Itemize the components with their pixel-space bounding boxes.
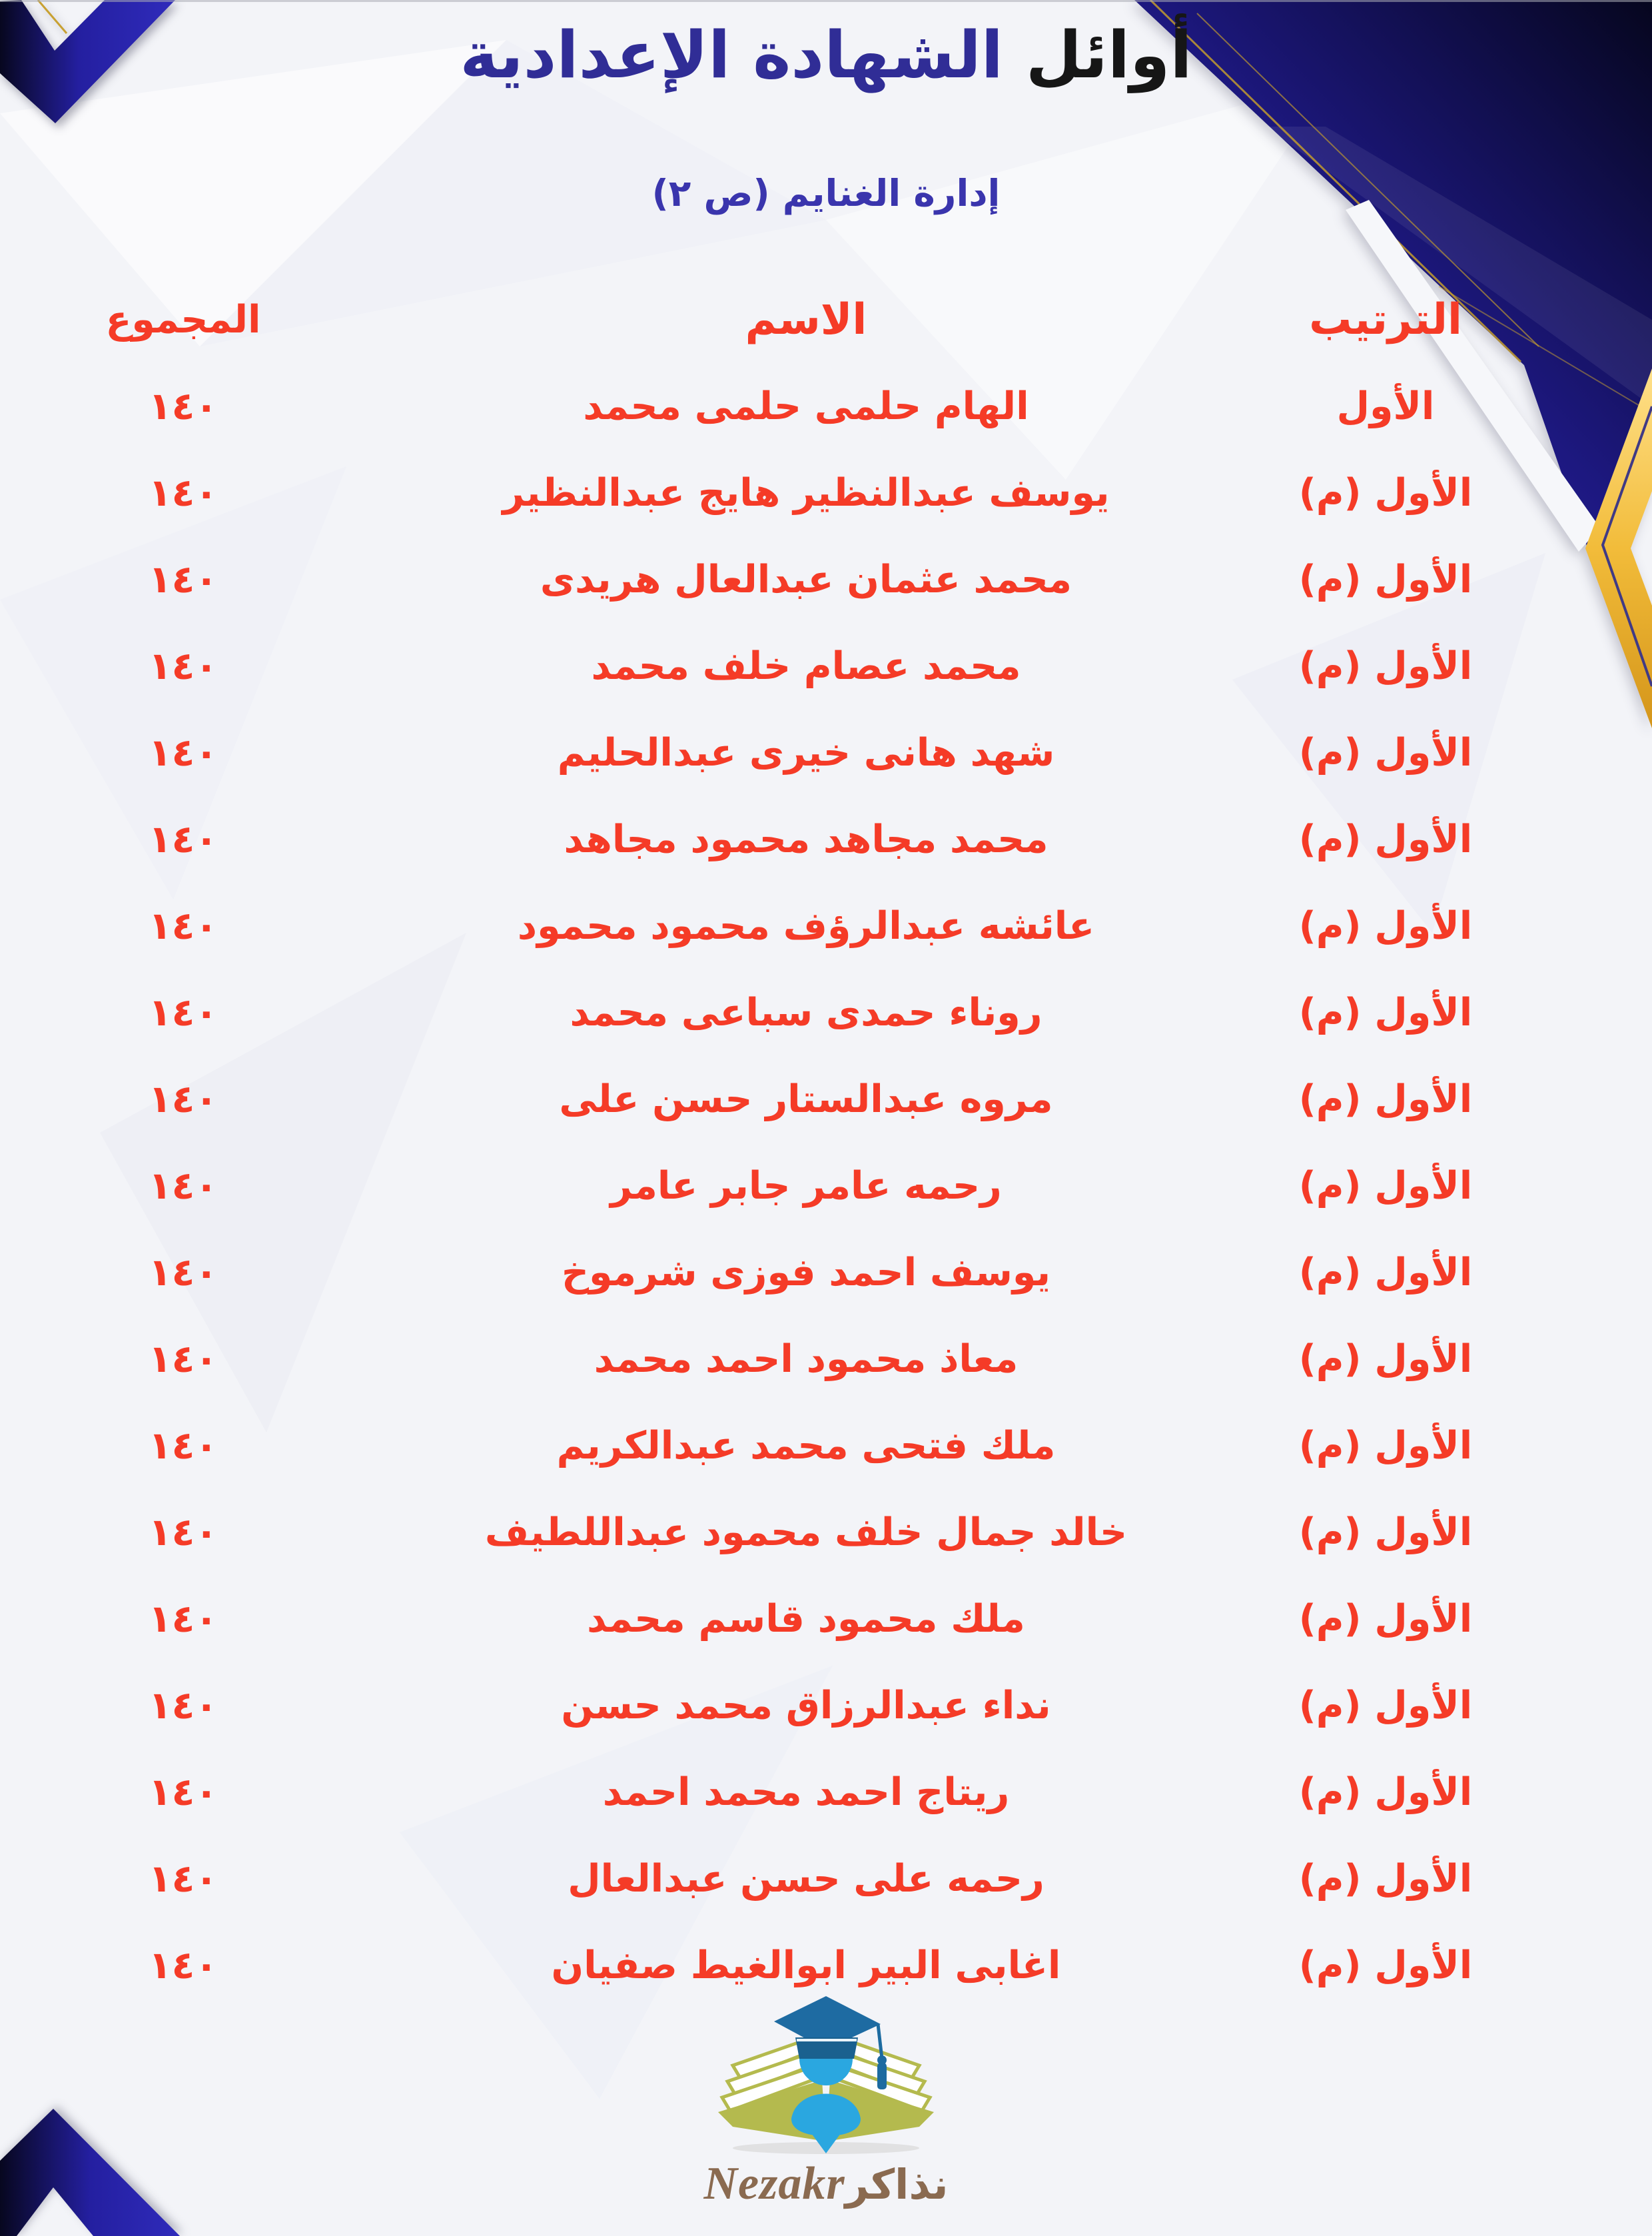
rank-cell: الأول (م) <box>1298 1251 1473 1295</box>
name-cell: محمد عثمان عبدالعال هريدى <box>540 558 1072 602</box>
top-edge-hairline <box>0 0 1652 2</box>
table-row: الأول (م) ملك محمود قاسم محمد ١٤٠ <box>27 1576 1599 1662</box>
table-row: الأول (م) روناء حمدى سباعى محمد ١٤٠ <box>27 969 1599 1056</box>
brand-wordmark: Nezakrنذاكر <box>0 2157 1652 2211</box>
name-cell: عائشه عبدالرؤف محمود محمود <box>517 904 1095 948</box>
page-subtitle: إدارة الغنايم (ص ٢) <box>651 172 1001 215</box>
table-header-row: الترتيب الاسم المجموع <box>27 277 1599 363</box>
name-cell: روناء حمدى سباعى محمد <box>570 991 1042 1035</box>
name-cell: ريتاج احمد محمد احمد <box>602 1770 1010 1814</box>
table-row: الأول (م) عائشه عبدالرؤف محمود محمود ١٤٠ <box>27 883 1599 969</box>
rank-cell: الأول (م) <box>1298 1077 1473 1121</box>
total-cell: ١٤٠ <box>148 1510 218 1554</box>
name-cell: محمد عصام خلف محمد <box>591 644 1021 688</box>
name-cell: رحمه عامر جابر عامر <box>610 1164 1002 1208</box>
rank-cell: الأول (م) <box>1298 558 1473 602</box>
table-row: الأول (م) محمد عثمان عبدالعال هريدى ١٤٠ <box>27 536 1599 623</box>
name-cell: الهام حلمى حلمى محمد <box>583 384 1029 428</box>
table-row: الأول (م) يوسف عبدالنظير هايج عبدالنظير … <box>27 450 1599 536</box>
table-row: الأول (م) اغابى البير ابوالغيط صفيان ١٤٠ <box>27 1922 1599 2009</box>
corner-triangle-top-right <box>1134 0 1652 728</box>
table-row: الأول (م) شهد هانى خيرى عبدالحليم ١٤٠ <box>27 710 1599 796</box>
table-row: الأول (م) مروه عبدالستار حسن على ١٤٠ <box>27 1056 1599 1143</box>
total-cell: ١٤٠ <box>148 644 218 688</box>
column-header-total: المجموع <box>105 298 261 342</box>
brand-logo-icon <box>718 1996 934 2154</box>
rank-cell: الأول (م) <box>1298 1424 1473 1468</box>
graduation-cap-icon <box>774 1996 887 2089</box>
table-row: الأول (م) رحمه على حسن عبدالعال ١٤٠ <box>27 1836 1599 1922</box>
rank-cell: الأول (م) <box>1298 644 1473 688</box>
name-cell: ملك فتحى محمد عبدالكريم <box>556 1424 1056 1468</box>
total-cell: ١٤٠ <box>148 384 218 428</box>
corner-chevron-top-left <box>0 0 175 123</box>
name-cell: اغابى البير ابوالغيط صفيان <box>551 1944 1061 1987</box>
name-cell: خالد جمال خلف محمود عبداللطيف <box>484 1510 1128 1554</box>
total-cell: ١٤٠ <box>148 558 218 602</box>
name-cell: ملك محمود قاسم محمد <box>587 1597 1025 1641</box>
rank-cell: الأول <box>1336 384 1435 428</box>
brand-arabic: نذاكر <box>845 2160 949 2209</box>
total-cell: ١٤٠ <box>148 1164 218 1208</box>
page-title-rest: الشهادة الإعدادية <box>460 17 1004 93</box>
total-cell: ١٤٠ <box>148 1077 218 1121</box>
name-cell: يوسف عبدالنظير هايج عبدالنظير <box>502 471 1110 515</box>
rank-cell: الأول (م) <box>1298 1164 1473 1208</box>
column-header-name: الاسم <box>745 295 867 344</box>
total-cell: ١٤٠ <box>148 1597 218 1641</box>
corner-chevron-bottom-left <box>0 2109 180 2236</box>
results-table: الترتيب الاسم المجموع الأول الهام حلمى ح… <box>27 277 1599 2009</box>
rank-cell: الأول (م) <box>1298 1944 1473 1987</box>
table-row: الأول (م) محمد عصام خلف محمد ١٤٠ <box>27 623 1599 710</box>
table-row: الأول (م) ملك فتحى محمد عبدالكريم ١٤٠ <box>27 1402 1599 1489</box>
rank-cell: الأول (م) <box>1298 818 1473 861</box>
total-cell: ١٤٠ <box>148 1857 218 1901</box>
rank-cell: الأول (م) <box>1298 904 1473 948</box>
total-cell: ١٤٠ <box>148 1684 218 1728</box>
total-cell: ١٤٠ <box>148 1251 218 1295</box>
total-cell: ١٤٠ <box>148 1770 218 1814</box>
page-title-word: أوائل <box>1025 17 1192 93</box>
total-cell: ١٤٠ <box>148 1424 218 1468</box>
name-cell: شهد هانى خيرى عبدالحليم <box>557 731 1055 775</box>
table-row: الأول (م) رحمه عامر جابر عامر ١٤٠ <box>27 1143 1599 1229</box>
total-cell: ١٤٠ <box>148 991 218 1035</box>
table-row: الأول (م) خالد جمال خلف محمود عبداللطيف … <box>27 1489 1599 1576</box>
name-cell: معاذ محمود احمد محمد <box>594 1337 1019 1381</box>
rank-cell: الأول (م) <box>1298 731 1473 775</box>
table-row: الأول (م) ريتاج احمد محمد احمد ١٤٠ <box>27 1749 1599 1836</box>
total-cell: ١٤٠ <box>148 471 218 515</box>
name-cell: مروه عبدالستار حسن على <box>559 1077 1053 1121</box>
total-cell: ١٤٠ <box>148 818 218 861</box>
table-row: الأول (م) معاذ محمود احمد محمد ١٤٠ <box>27 1316 1599 1402</box>
table-row: الأول (م) نداء عبدالرزاق محمد حسن ١٤٠ <box>27 1662 1599 1749</box>
total-cell: ١٤٠ <box>148 1944 218 1987</box>
rank-cell: الأول (م) <box>1298 1337 1473 1381</box>
rank-cell: الأول (م) <box>1298 1597 1473 1641</box>
total-cell: ١٤٠ <box>148 731 218 775</box>
page-title: أوائل الشهادة الإعدادية <box>0 17 1652 93</box>
total-cell: ١٤٠ <box>148 1337 218 1381</box>
table-row: الأول الهام حلمى حلمى محمد ١٤٠ <box>27 363 1599 450</box>
rank-cell: الأول (م) <box>1298 1510 1473 1554</box>
table-row: الأول (م) محمد مجاهد محمود مجاهد ١٤٠ <box>27 796 1599 883</box>
rank-cell: الأول (م) <box>1298 991 1473 1035</box>
rank-cell: الأول (م) <box>1298 471 1473 515</box>
column-header-rank: الترتيب <box>1309 295 1462 344</box>
name-cell: محمد مجاهد محمود مجاهد <box>564 818 1048 861</box>
name-cell: يوسف احمد فوزى شرموخ <box>561 1251 1051 1295</box>
brand-latin: Nezakr <box>703 2158 845 2209</box>
rank-cell: الأول (م) <box>1298 1770 1473 1814</box>
table-row: الأول (م) يوسف احمد فوزى شرموخ ١٤٠ <box>27 1229 1599 1316</box>
total-cell: ١٤٠ <box>148 904 218 948</box>
name-cell: رحمه على حسن عبدالعال <box>568 1857 1044 1901</box>
rank-cell: الأول (م) <box>1298 1857 1473 1901</box>
graduate-student-icon <box>774 1996 887 2153</box>
rank-cell: الأول (م) <box>1298 1684 1473 1728</box>
name-cell: نداء عبدالرزاق محمد حسن <box>561 1684 1051 1728</box>
